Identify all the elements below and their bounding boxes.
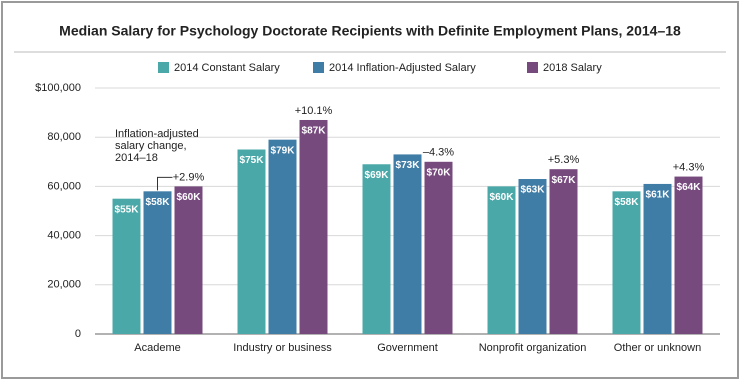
bar (643, 183, 672, 334)
bar (487, 186, 516, 334)
bar (612, 191, 641, 334)
bar (674, 176, 703, 334)
value-label: $58K (615, 197, 640, 208)
bar (299, 119, 328, 334)
chart-title: Median Salary for Psychology Doctorate R… (59, 23, 681, 39)
annotation-text: salary change, (115, 140, 187, 152)
legend-swatch (313, 62, 324, 73)
y-tick-label: 40,000 (47, 230, 81, 242)
x-tick-label: Industry or business (233, 342, 332, 354)
y-tick-label: 60,000 (47, 180, 81, 192)
bar (112, 198, 141, 334)
bar (518, 179, 547, 334)
legend-label: 2018 Salary (543, 62, 602, 74)
bar (143, 191, 172, 334)
x-tick-label: Academe (134, 342, 180, 354)
bar (174, 186, 203, 334)
value-label: $63K (521, 185, 546, 196)
legend-label: 2014 Inflation-Adjusted Salary (329, 62, 476, 74)
value-label: $61K (646, 190, 671, 201)
y-tick-label: 80,000 (47, 131, 81, 143)
x-tick-label: Other or unknown (614, 342, 701, 354)
annotation-bracket (157, 176, 173, 191)
bar (549, 169, 578, 334)
value-label: $55K (115, 204, 140, 215)
annotation-text: 2014–18 (115, 152, 158, 164)
bar (424, 161, 453, 334)
x-tick-label: Nonprofit organization (479, 342, 587, 354)
value-label: $73K (396, 160, 421, 171)
value-label: $75K (240, 155, 265, 166)
legend-label: 2014 Constant Salary (174, 62, 280, 74)
value-label: $60K (177, 192, 202, 203)
change-label: +5.3% (548, 154, 580, 166)
annotation-text: Inflation-adjusted (115, 128, 199, 140)
y-tick-label: 0 (75, 328, 81, 340)
x-tick-label: Government (377, 342, 438, 354)
value-label: $69K (365, 170, 390, 181)
bar (393, 154, 422, 334)
change-label: +2.9% (173, 171, 205, 183)
value-label: $58K (146, 197, 171, 208)
value-label: $64K (677, 182, 702, 193)
value-label: $87K (302, 126, 327, 137)
value-label: $79K (271, 145, 296, 156)
change-label: +4.3% (673, 161, 705, 173)
change-label: –4.3% (423, 147, 454, 159)
y-tick-label: 20,000 (47, 279, 81, 291)
legend-swatch (158, 62, 169, 73)
legend-swatch (527, 62, 538, 73)
bar (237, 149, 266, 334)
bar (268, 139, 297, 334)
bar (362, 164, 391, 334)
value-label: $60K (490, 192, 515, 203)
value-label: $70K (427, 167, 452, 178)
change-label: +10.1% (295, 105, 333, 117)
y-tick-label: $100,000 (35, 82, 81, 94)
value-label: $67K (552, 175, 577, 186)
